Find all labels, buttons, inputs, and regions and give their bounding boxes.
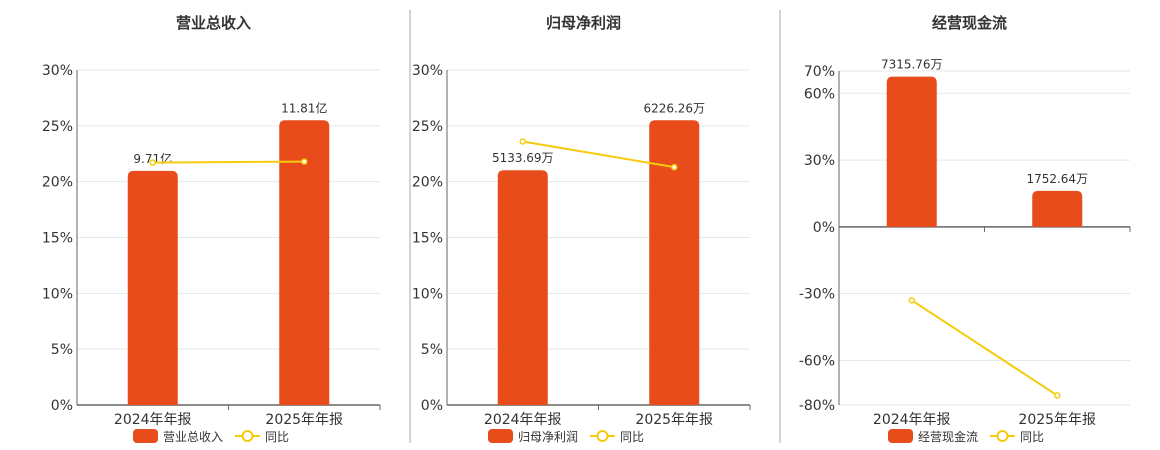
legend-line-marker [996, 430, 1009, 442]
chart-2: 归母净利润 0% 5% 10% 15% 20% 25% 30% 5133.69万 2024年年报 6… [412, 14, 751, 444]
legend-bar-swatch [488, 429, 513, 443]
chart-3: 经营现金流 -80% -60% -30% 0% 30% 60% 70% 7315.76万 2024… [799, 14, 1131, 444]
x-tick-label: 2024年年报 [484, 412, 562, 428]
legend-line-marker [596, 430, 609, 442]
y-tick-label: 0% [813, 220, 835, 236]
bar [886, 76, 937, 227]
yoy-point [149, 159, 156, 166]
yoy-point [671, 163, 678, 171]
legend-line-marker [241, 430, 254, 442]
y-tick-label: 25% [42, 119, 73, 135]
yoy-point [1054, 392, 1061, 399]
y-tick-label: 25% [412, 119, 443, 135]
legend-bar-label: 经营现金流 [918, 429, 978, 444]
bar [649, 120, 700, 405]
y-tick-label: -30% [799, 287, 835, 303]
x-tick-label: 2025年年报 [635, 412, 713, 428]
x-tick-label: 2025年年报 [1018, 412, 1096, 428]
y-tick-label: -80% [799, 398, 835, 414]
y-tick-label: 10% [42, 286, 73, 302]
y-tick-label: 0% [421, 398, 443, 414]
legend-bar-label: 归母净利润 [518, 430, 578, 444]
y-tick-label: 10% [412, 286, 443, 302]
y-tick-label: 30% [412, 63, 443, 79]
y-tick-label: 30% [42, 63, 73, 79]
yoy-line [152, 160, 305, 164]
legend-bar-swatch [888, 429, 913, 443]
chart-title: 营业总收入 [176, 14, 251, 32]
legend-line-label: 同比 [620, 430, 644, 444]
x-tick-label: 2024年年报 [873, 412, 951, 428]
yoy-point [301, 158, 308, 165]
legend-line-label: 同比 [1020, 430, 1044, 444]
bar [279, 120, 330, 405]
legend-bar-swatch [133, 429, 158, 443]
y-tick-label: 20% [412, 175, 443, 191]
y-tick-label: -60% [799, 353, 835, 369]
bar [1032, 190, 1083, 227]
yoy-line [522, 140, 675, 169]
bar [127, 170, 178, 405]
legend: 经营现金流 同比 [888, 429, 1044, 444]
x-tick-label: 2025年年报 [265, 412, 343, 428]
legend-bar-label: 营业总收入 [163, 430, 223, 444]
y-tick-label: 5% [421, 342, 443, 358]
bar [497, 170, 548, 405]
y-tick-label: 60% [804, 86, 835, 102]
y-tick-label: 20% [42, 175, 73, 191]
bar-data-label: 5133.69万 [492, 151, 554, 165]
x-tick-label: 2024年年报 [114, 412, 192, 428]
legend: 营业总收入 同比 [133, 429, 289, 444]
y-tick-label: 30% [804, 153, 835, 169]
y-tick-label: 15% [42, 231, 73, 247]
legend-line-label: 同比 [265, 430, 289, 444]
y-tick-label: 70% [804, 64, 835, 80]
bar-data-label: 11.81亿 [281, 100, 327, 115]
yoy-point [519, 138, 526, 145]
chart-title: 经营现金流 [932, 14, 1007, 32]
y-tick-label: 5% [51, 342, 73, 358]
bar-data-label: 1752.64万 [1026, 172, 1088, 186]
chart-1: 营业总收入0%5%10%15%20%25%30%9.71亿2024年年报11.8… [42, 14, 381, 444]
bar-data-label: 6226.26万 [643, 101, 705, 115]
chart-title: 归母净利润 [546, 14, 621, 32]
y-tick-label: 15% [412, 231, 443, 247]
bar-data-label: 7315.76万 [881, 58, 943, 72]
y-tick-label: 0% [51, 398, 73, 414]
legend: 归母净利润 同比 [488, 429, 644, 444]
yoy-point [908, 297, 915, 304]
yoy-line [911, 299, 1058, 397]
